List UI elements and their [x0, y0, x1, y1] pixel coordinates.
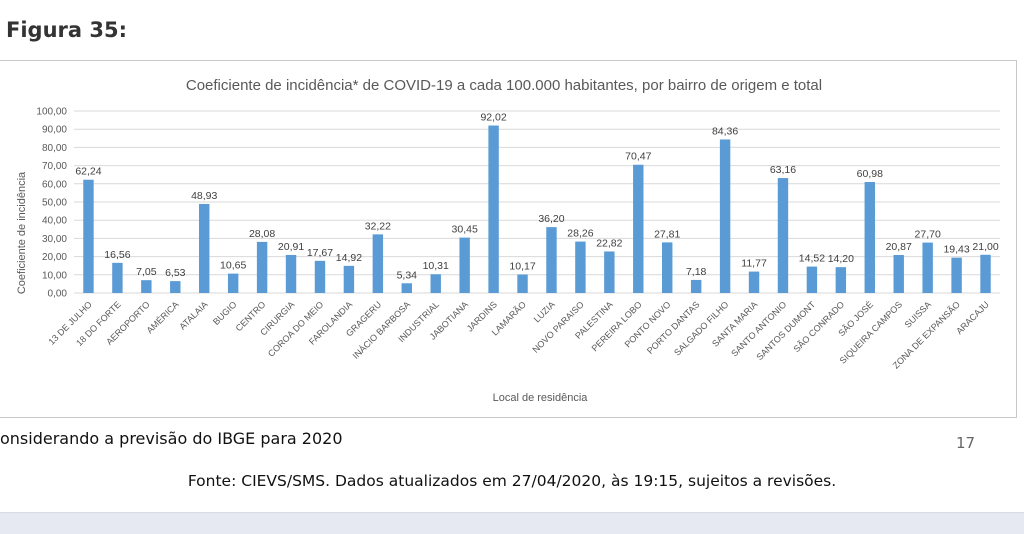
- bar: [922, 242, 933, 293]
- y-tick-label: 20,00: [42, 252, 67, 263]
- page-number: 17: [956, 434, 976, 452]
- x-tick-label: BUGIO: [211, 299, 239, 327]
- bar: [633, 164, 644, 293]
- bar: [227, 273, 239, 293]
- data-label: 10,31: [423, 260, 449, 272]
- data-label: 84,36: [712, 125, 738, 137]
- data-label: 19,43: [943, 244, 969, 256]
- data-label: 28,08: [249, 228, 275, 240]
- data-label: 30,45: [452, 224, 478, 236]
- x-tick-label: SÃO CONRADO: [791, 299, 846, 354]
- bar: [690, 279, 702, 293]
- chart-title: Coeficiente de incidência* de COVID-19 a…: [186, 77, 822, 94]
- data-label: 27,70: [915, 229, 941, 241]
- x-tick-label: PORTO DANTAS: [645, 299, 702, 356]
- y-tick-label: 40,00: [42, 216, 67, 227]
- y-tick-labels: 0,00 10,00 20,00 30,00 40,00 50,00 60,00 70,00 8…: [36, 107, 67, 300]
- x-tick-label: SALGADO FILHO: [672, 299, 730, 357]
- bar: [314, 260, 326, 293]
- bar: [777, 178, 789, 293]
- data-label: 17,67: [307, 247, 333, 259]
- data-label: 20,87: [886, 241, 912, 253]
- y-tick-label: 60,00: [42, 179, 67, 190]
- data-label: 10,17: [509, 260, 535, 272]
- data-label: 16,56: [104, 249, 130, 261]
- x-tick-label: LUZIA: [532, 299, 557, 324]
- bar: [343, 265, 355, 293]
- bar: [546, 227, 557, 293]
- data-label: 60,98: [857, 168, 883, 180]
- bar: [170, 281, 181, 293]
- y-tick-label: 80,00: [42, 143, 67, 154]
- data-label: 92,02: [480, 112, 506, 124]
- bar: [285, 254, 297, 293]
- y-tick-label: 0,00: [48, 289, 68, 300]
- y-tick-label: 10,00: [42, 270, 67, 281]
- data-label: 21,00: [972, 241, 998, 253]
- bar: [401, 283, 412, 293]
- source-line: Fonte: CIEVS/SMS. Dados atualizados em 2…: [187, 472, 837, 490]
- y-tick-label: 100,00: [36, 107, 67, 118]
- data-label: 10,65: [220, 260, 246, 272]
- bar: [83, 179, 94, 293]
- bar: [199, 203, 210, 293]
- y-axis-title: Coeficiente de incidência: [16, 171, 28, 294]
- data-label: 14,52: [799, 253, 825, 265]
- data-label: 7,05: [136, 266, 157, 278]
- bar: [748, 271, 760, 293]
- bottom-band: [0, 512, 1024, 534]
- data-label: 20,91: [278, 241, 304, 253]
- bar: [980, 254, 991, 293]
- y-tick-label: 90,00: [42, 125, 67, 136]
- data-label: 27,81: [654, 228, 680, 240]
- data-label: 22,82: [596, 237, 622, 249]
- gridlines: [74, 110, 1000, 294]
- data-label: 5,34: [397, 269, 418, 281]
- data-label: 28,26: [567, 228, 593, 240]
- data-label: 14,20: [828, 253, 854, 265]
- data-label: 70,47: [625, 151, 651, 163]
- data-label: 32,22: [365, 220, 391, 232]
- bar-chart: Coeficiente de incidência* de COVID-19 a…: [16, 77, 1000, 404]
- bar: [864, 182, 875, 293]
- bar: [719, 139, 731, 293]
- bar: [951, 257, 962, 293]
- bar: [112, 262, 123, 293]
- bar: [517, 274, 528, 293]
- bar: [459, 237, 470, 293]
- figure-label: Figura 35:: [6, 18, 127, 42]
- footnote: onsiderando a previsão do IBGE para 2020: [0, 429, 343, 448]
- bar: [893, 255, 904, 293]
- bar: [806, 266, 818, 293]
- x-tick-label: ATALAIA: [177, 299, 209, 331]
- data-label: 48,93: [191, 190, 217, 202]
- data-label: 6,53: [165, 267, 186, 279]
- data-label: 7,18: [686, 266, 707, 278]
- x-tick-label: NOVO PARAISO: [530, 299, 585, 354]
- y-tick-label: 70,00: [42, 161, 67, 172]
- bar: [835, 267, 847, 293]
- bar: [604, 251, 615, 293]
- bars: [83, 125, 991, 294]
- bar: [575, 241, 586, 293]
- data-label: 62,24: [75, 166, 101, 178]
- bar: [430, 274, 441, 293]
- y-tick-label: 50,00: [42, 198, 67, 209]
- x-axis-title: Local de residência: [493, 392, 589, 404]
- data-label: 11,77: [741, 258, 767, 270]
- y-tick-label: 30,00: [42, 234, 67, 245]
- data-label: 36,20: [538, 213, 564, 225]
- chart-panel: Coeficiente de incidência* de COVID-19 a…: [0, 60, 1017, 418]
- bar: [372, 234, 384, 293]
- bar: [662, 242, 673, 293]
- x-tick-label: PEREIRA LOBO: [590, 299, 644, 353]
- bar: [141, 280, 152, 293]
- bar: [488, 125, 499, 294]
- bar: [256, 241, 268, 293]
- data-label: 63,16: [770, 164, 796, 176]
- data-label: 14,92: [336, 252, 362, 264]
